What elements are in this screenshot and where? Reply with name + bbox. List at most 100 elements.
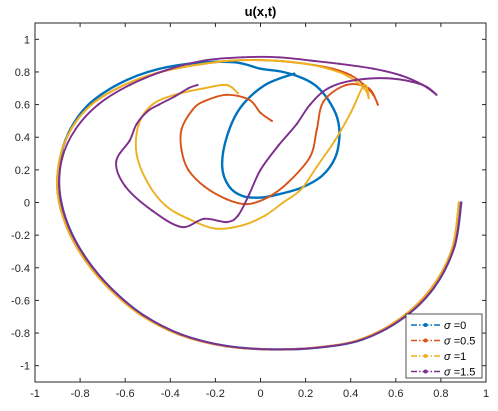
- series-3-point-33: [295, 123, 298, 126]
- series-1-point-31: [315, 128, 318, 131]
- series-1-point-36: [225, 198, 228, 201]
- series-3-point-13: [58, 191, 61, 194]
- x-tick-label: -0.2: [206, 388, 225, 400]
- x-tick-label: -0.4: [161, 388, 180, 400]
- y-tick-label: -0.2: [11, 230, 30, 242]
- series-1-point-24: [349, 74, 352, 77]
- series-3-point-30: [354, 79, 357, 82]
- legend-marker-0: [423, 323, 428, 327]
- series-2-point-44: [225, 83, 228, 87]
- series-1-point-40: [180, 128, 183, 131]
- legend-label-0: σ =0: [444, 320, 466, 332]
- series-2-point-45: [236, 92, 240, 95]
- legend-label-1: σ =0.5: [444, 336, 475, 348]
- series-2-point-28: [349, 111, 352, 114]
- series-2-point-12: [65, 225, 68, 229]
- series-3-point-41: [151, 209, 154, 212]
- series-3-point-49: [187, 87, 190, 90]
- y-tick-label: 0.8: [15, 67, 30, 79]
- series-1-point-38: [187, 168, 190, 171]
- series-2-point-11: [83, 258, 86, 261]
- series-3-point-39: [203, 217, 206, 220]
- series-3-point-11: [85, 258, 88, 261]
- series-3-point-38: [225, 221, 228, 224]
- series-3-point-44: [128, 139, 131, 142]
- series-2-point-27: [363, 83, 366, 87]
- series-3-point-31: [327, 87, 330, 90]
- series-2-point-24: [345, 74, 348, 77]
- series-3-point-18: [164, 69, 167, 72]
- series-1-point-32: [309, 155, 312, 158]
- series-layer: [56, 55, 463, 351]
- series-3-point-42: [124, 185, 127, 188]
- series-3-point-35: [259, 168, 262, 171]
- x-tick-label: 0.4: [343, 388, 358, 400]
- y-tick-label: -0.4: [11, 263, 30, 275]
- series-3-point-27: [435, 93, 438, 96]
- legend-marker-3: [423, 369, 428, 374]
- x-tick-label: 0.2: [298, 388, 313, 400]
- y-tick-label: 0.6: [15, 100, 30, 112]
- series-2-point-17: [119, 85, 122, 88]
- series-2-point-37: [164, 204, 167, 207]
- series-3-point-6: [270, 348, 273, 351]
- x-tick-label: -0.6: [116, 388, 135, 400]
- series-3-point-9: [142, 314, 145, 317]
- y-tick-label: 0.4: [15, 132, 30, 144]
- y-tick-label: 0: [24, 198, 30, 210]
- series-1-point-43: [225, 93, 228, 96]
- series-3-point-5: [315, 346, 318, 349]
- series-3-point-37: [236, 214, 240, 217]
- legend-label-3: σ =1.5: [444, 367, 475, 379]
- series-1-point-41: [191, 108, 194, 111]
- y-tick-label: -1: [20, 361, 30, 373]
- series-2-point-30: [315, 165, 318, 168]
- series-2-point-2: [430, 286, 433, 289]
- series-1-point-39: [180, 149, 183, 152]
- x-tick-label: -0.8: [71, 388, 90, 400]
- series-3-point-48: [173, 95, 176, 98]
- series-2-point-15: [70, 128, 73, 131]
- series-3-point-1: [453, 245, 456, 248]
- series-3-point-16: [97, 103, 100, 106]
- series-1-point-29: [345, 83, 348, 87]
- series-2-point-29: [333, 139, 336, 142]
- series-1-point-44: [248, 98, 251, 101]
- series-3-point-34: [277, 144, 280, 147]
- series-3-point-0: [460, 201, 463, 204]
- series-1-point-34: [266, 196, 269, 199]
- series-3-point-28: [421, 83, 424, 87]
- y-tick-label: -0.6: [11, 295, 30, 307]
- series-3-point-40: [180, 225, 183, 229]
- series-2-point-35: [214, 227, 217, 230]
- chart-title: u(x,t): [245, 4, 277, 19]
- series-2-point-40: [137, 123, 140, 126]
- series-2-point-43: [203, 87, 206, 90]
- series-2-point-19: [191, 64, 194, 67]
- series-3-point-29: [390, 77, 393, 80]
- series-2-point-20: [232, 59, 235, 62]
- series-2-point-14: [58, 157, 61, 160]
- series-3-point-17: [128, 83, 131, 87]
- series-2-point-25: [363, 87, 366, 90]
- series-3-point-4: [360, 338, 364, 341]
- series-3-point-46: [146, 110, 149, 113]
- series-3-point-3: [401, 317, 404, 320]
- series-3-point-47: [157, 103, 161, 106]
- series-3-point-15: [74, 128, 77, 131]
- series-2-point-31: [300, 188, 303, 191]
- series-2-point-22: [304, 62, 307, 65]
- series-3-point-32: [309, 103, 312, 106]
- series-3-point-24: [372, 67, 375, 70]
- x-tick-label: 0.8: [433, 388, 448, 400]
- series-2-point-34: [241, 224, 244, 227]
- series-3-point-50: [196, 83, 199, 87]
- series-3-point-20: [241, 56, 244, 59]
- x-tick-label: -1: [30, 388, 40, 400]
- legend-label-2: σ =1: [444, 351, 466, 363]
- series-3-point-8: [180, 333, 183, 336]
- series-1-point-42: [203, 100, 206, 103]
- series-2-point-16: [90, 103, 93, 106]
- series-1-point-27: [376, 103, 379, 106]
